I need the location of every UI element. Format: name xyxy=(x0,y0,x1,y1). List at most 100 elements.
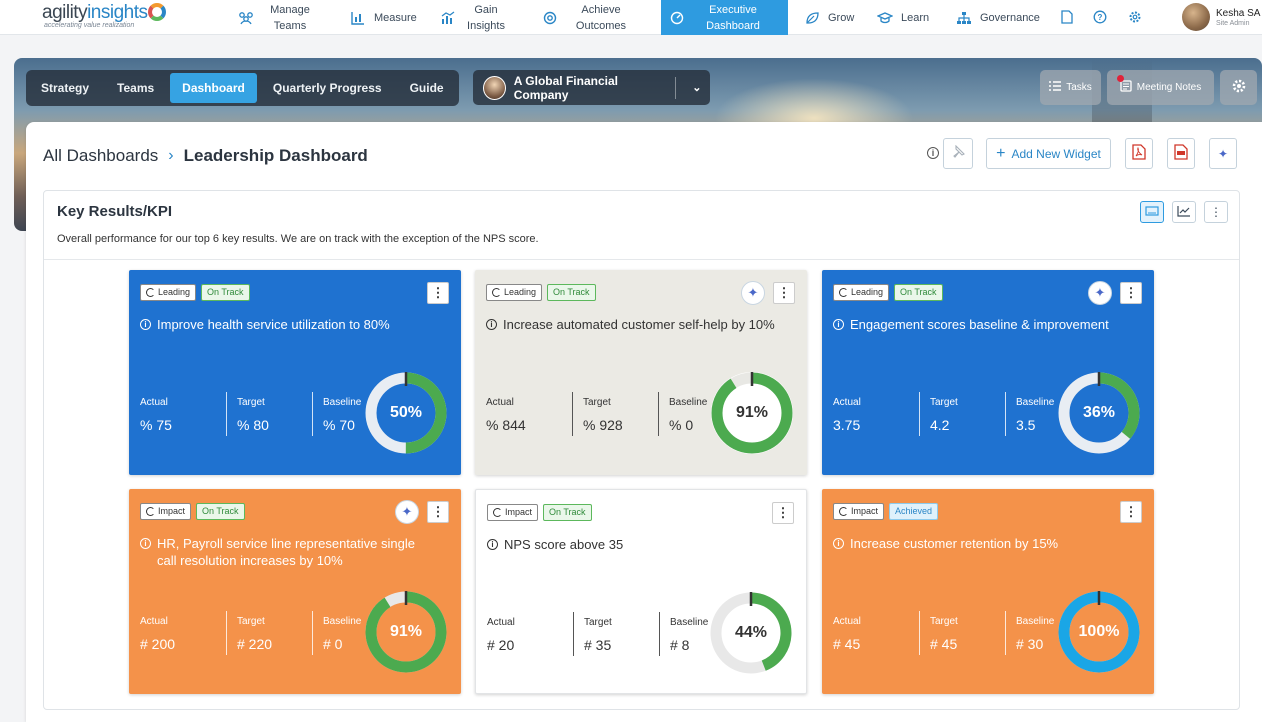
nav-label: Measure xyxy=(374,11,417,24)
pin-button[interactable] xyxy=(943,138,973,169)
ai-sparkle-button[interactable]: ✦ xyxy=(1088,281,1112,305)
kpi-panel-menu-button[interactable]: ⋮ xyxy=(1204,201,1228,223)
app-logo[interactable]: agilityinsights accelerating value reali… xyxy=(42,2,166,29)
chart-view-toggle[interactable] xyxy=(1172,201,1196,223)
document-icon[interactable] xyxy=(1059,9,1075,25)
tab-quarterly-progress[interactable]: Quarterly Progress xyxy=(272,81,382,95)
kpi-title-text: Increase automated customer self-help by… xyxy=(503,317,775,332)
donut-bg xyxy=(365,591,447,673)
card-view-toggle[interactable] xyxy=(1140,201,1164,223)
progress-percent: 100% xyxy=(1078,623,1120,640)
nav-governance[interactable]: Governance xyxy=(956,0,1040,35)
progress-percent: 36% xyxy=(1082,404,1116,421)
kpi-tile[interactable]: Impact On Track ✦ ⋮ i HR, Payroll service lin… xyxy=(129,489,461,694)
nav-measure[interactable]: Measure xyxy=(350,0,417,35)
kpi-type-badge: Leading xyxy=(833,284,890,301)
donut-bg xyxy=(711,372,793,454)
metric-target: Target # 45 xyxy=(919,611,1005,655)
more-vertical-icon: ⋮ xyxy=(1210,205,1222,219)
kpi-panel-title: Key Results/KPI xyxy=(57,203,173,220)
ppt-file-icon xyxy=(1174,144,1188,163)
kpi-title[interactable]: i Increase automated customer self-help b… xyxy=(486,316,776,333)
status-badge: On Track xyxy=(894,284,943,301)
tab-dashboard[interactable]: Dashboard xyxy=(170,73,257,103)
kpi-title[interactable]: i HR, Payroll service line representative… xyxy=(140,535,430,569)
kpi-tile[interactable]: Leading On Track ✦ ⋮ i Engagement scores base… xyxy=(822,270,1154,475)
tile-badges: Impact Achieved xyxy=(833,503,939,520)
settings-gear-icon[interactable] xyxy=(1127,9,1143,25)
kpi-title[interactable]: i Engagement scores baseline & improvemen… xyxy=(833,316,1123,333)
metric-label: Baseline xyxy=(323,397,362,408)
kpi-type-badge: Leading xyxy=(486,284,543,301)
tab-strategy[interactable]: Strategy xyxy=(41,81,90,95)
export-ppt-button[interactable] xyxy=(1167,138,1195,169)
kpi-tile[interactable]: Impact On Track ⋮ i NPS score above 35 Actual… xyxy=(475,489,807,694)
add-new-widget-button[interactable]: + Add New Widget xyxy=(986,138,1111,169)
avatar xyxy=(1182,3,1210,31)
tasks-button[interactable]: Tasks xyxy=(1040,70,1101,105)
nav-grow[interactable]: Grow xyxy=(804,0,854,35)
kpi-title-text: Increase customer retention by 15% xyxy=(850,536,1059,551)
kpi-tile[interactable]: Leading On Track ✦ ⋮ i Increase automated cus… xyxy=(475,270,807,475)
kpi-title[interactable]: i NPS score above 35 xyxy=(487,536,777,553)
tile-badges: Leading On Track xyxy=(833,284,943,301)
tile-menu-button[interactable]: ⋮ xyxy=(772,502,794,524)
user-role: Site Admin xyxy=(1216,19,1250,27)
metric-label: Baseline xyxy=(323,616,362,627)
metric-label: Baseline xyxy=(1016,397,1055,408)
more-vertical-icon: ⋮ xyxy=(1124,285,1138,300)
meeting-notes-button[interactable]: Meeting Notes xyxy=(1107,70,1214,105)
target-icon xyxy=(542,10,558,26)
breadcrumb-all-dashboards[interactable]: All Dashboards xyxy=(43,146,159,165)
svg-text:?: ? xyxy=(1098,13,1103,22)
nav-gain-insights[interactable]: Gain Insights xyxy=(440,0,508,35)
kpi-panel-description: Overall performance for our top 6 key re… xyxy=(57,233,539,245)
user-profile[interactable]: Kesha SA Site Admin xyxy=(1182,3,1260,31)
metric-value: 4.2 xyxy=(930,417,950,433)
kpi-tile[interactable]: Impact Achieved ⋮ i Increase customer retent… xyxy=(822,489,1154,694)
help-icon[interactable]: ? xyxy=(1092,9,1108,25)
metric-value: % 844 xyxy=(486,417,526,433)
meeting-notes-label: Meeting Notes xyxy=(1136,82,1202,93)
metric-baseline: Baseline % 0 xyxy=(658,392,744,436)
tab-guide[interactable]: Guide xyxy=(409,81,444,95)
tile-menu-button[interactable]: ⋮ xyxy=(427,282,449,304)
bar-chart-icon xyxy=(350,10,366,26)
kpi-metrics: Actual 3.75 Target 4.2 Baseline 3.5 xyxy=(833,392,1091,436)
company-selector[interactable]: A Global Financial Company ⌄ xyxy=(473,70,710,105)
metric-label: Baseline xyxy=(670,617,709,628)
metric-value: # 45 xyxy=(833,636,861,652)
tile-menu-button[interactable]: ⋮ xyxy=(427,501,449,523)
kpi-title[interactable]: i Increase customer retention by 15% xyxy=(833,535,1123,552)
banner-settings-button[interactable] xyxy=(1220,70,1257,105)
info-icon[interactable]: i xyxy=(927,147,939,159)
nav-label: Governance xyxy=(980,11,1040,24)
tile-menu-button[interactable]: ⋮ xyxy=(1120,282,1142,304)
metric-value: # 8 xyxy=(670,637,690,653)
chevron-down-icon: ⌄ xyxy=(692,82,702,94)
info-icon: i xyxy=(486,319,497,330)
metric-baseline: Baseline # 30 xyxy=(1005,611,1091,655)
ai-sparkle-button[interactable]: ✦ xyxy=(741,281,765,305)
notes-icon xyxy=(1120,80,1132,95)
nav-executive-dashboard[interactable]: Executive Dashboard xyxy=(661,0,788,35)
tile-badges: Impact On Track xyxy=(140,503,245,520)
tile-menu-button[interactable]: ⋮ xyxy=(1120,501,1142,523)
nav-manage-teams[interactable]: Manage Teams xyxy=(238,0,318,35)
nav-label: Manage Teams xyxy=(270,3,310,32)
graduation-cap-icon xyxy=(877,10,893,26)
metric-value: # 220 xyxy=(237,636,273,652)
nav-learn[interactable]: Learn xyxy=(877,0,929,35)
kpi-tile[interactable]: Leading On Track ⋮ i Improve health service … xyxy=(129,270,461,475)
kpi-title[interactable]: i Improve health service utilization to 8… xyxy=(140,316,430,333)
logo-ring-icon xyxy=(148,3,166,21)
kpi-type-badge: Leading xyxy=(140,284,197,301)
ai-insights-button[interactable]: ✦ xyxy=(1209,138,1237,169)
metric-target: Target 4.2 xyxy=(919,392,1005,436)
ai-sparkle-button[interactable]: ✦ xyxy=(395,500,419,524)
export-pdf-button[interactable] xyxy=(1125,138,1153,169)
nav-achieve-outcomes[interactable]: Achieve Outcomes xyxy=(542,0,636,35)
tile-menu-button[interactable]: ⋮ xyxy=(773,282,795,304)
tab-teams[interactable]: Teams xyxy=(117,81,155,95)
pdf-file-icon xyxy=(1132,144,1146,163)
